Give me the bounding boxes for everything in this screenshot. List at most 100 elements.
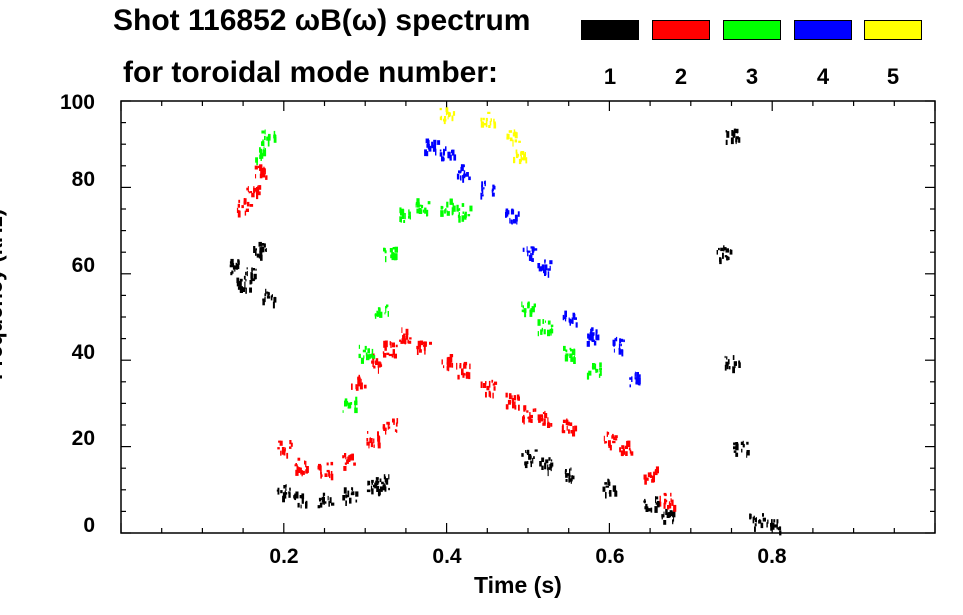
spectrum-point-n=2 — [370, 442, 373, 448]
spectrum-point-n=2 — [566, 425, 568, 431]
spectrum-point-n=4 — [631, 376, 633, 382]
spectrum-point-n=3 — [364, 345, 367, 350]
spectrum-point-n=2 — [609, 444, 612, 451]
spectrum-point-n=2 — [574, 425, 578, 432]
spectrum-point-n=4 — [453, 154, 457, 161]
spectrum-point-n=1 — [776, 522, 778, 530]
spectrum-point-n=2 — [653, 472, 655, 476]
spectrum-point-n=3 — [550, 332, 552, 336]
spectrum-point-n=3 — [446, 201, 449, 208]
spectrum-point-n=2 — [489, 392, 492, 398]
spectrum-point-n=2 — [449, 362, 452, 368]
spectrum-point-n=2 — [330, 461, 334, 466]
spectrum-point-n=3 — [524, 311, 527, 318]
spectrum-point-n=3 — [456, 208, 459, 212]
spectrum-point-n=3 — [527, 301, 530, 307]
spectrum-point-n=4 — [428, 145, 432, 152]
spectrum-point-n=4 — [529, 255, 531, 260]
spectrum-point-n=1 — [672, 519, 674, 523]
spectrum-point-n=1 — [243, 275, 246, 280]
spectrum-point-n=4 — [484, 181, 485, 185]
spectrum-point-n=1 — [534, 449, 538, 452]
spectrum-point-n=2 — [296, 466, 299, 473]
spectrum-point-n=1 — [731, 130, 734, 136]
spectrum-point-n=2 — [363, 384, 367, 389]
spectrum-point-n=1 — [738, 362, 741, 368]
spectrum-point-n=3 — [422, 209, 425, 213]
spectrum-point-n=1 — [755, 517, 757, 523]
y-tick-label: 40 — [71, 341, 95, 364]
spectrum-point-n=2 — [485, 391, 487, 398]
spectrum-point-n=4 — [618, 343, 621, 350]
spectrum-point-n=2 — [446, 362, 448, 365]
spectrum-point-n=1 — [274, 296, 276, 301]
spectrum-point-n=3 — [574, 349, 576, 356]
spectrum-point-n=1 — [663, 520, 667, 525]
spectrum-point-n=3 — [537, 319, 541, 326]
spectrum-point-n=2 — [359, 382, 363, 390]
spectrum-point-n=3 — [564, 354, 569, 362]
spectrum-point-n=2 — [382, 424, 386, 429]
spectrum-point-n=2 — [550, 423, 553, 427]
spectrum-point-n=3 — [469, 205, 473, 212]
spectrum-point-n=2 — [388, 353, 393, 357]
spectrum-point-n=5 — [488, 125, 491, 128]
spectrum-point-n=3 — [363, 355, 365, 359]
spectrum-point-n=1 — [251, 278, 255, 282]
spectrum-point-n=2 — [344, 453, 347, 458]
spectrum-point-n=1 — [735, 443, 739, 451]
spectrum-point-n=4 — [510, 219, 512, 224]
spectrum-point-n=4 — [426, 151, 429, 157]
spectrum-point-n=2 — [668, 501, 671, 508]
spectrum-point-n=2 — [604, 441, 606, 444]
spectrum-point-n=3 — [369, 353, 373, 358]
spectrum-point-n=1 — [719, 258, 722, 265]
spectrum-point-n=2 — [518, 404, 520, 411]
spectrum-point-n=1 — [245, 287, 247, 294]
spectrum-point-n=1 — [770, 522, 773, 527]
spectrum-point-n=2 — [295, 469, 299, 476]
spectrum-point-n=3 — [571, 349, 575, 355]
legend-mode-2: 2 — [674, 64, 688, 89]
spectrum-point-n=4 — [547, 271, 550, 278]
spectrum-point-n=1 — [246, 271, 248, 277]
spectrum-point-n=2 — [256, 193, 259, 200]
spectrum-point-n=2 — [408, 340, 412, 344]
spectrum-point-n=4 — [635, 378, 639, 385]
x-axis-label: Time (s) — [474, 572, 562, 598]
spectrum-point-n=4 — [509, 217, 511, 224]
spectrum-point-n=4 — [463, 170, 466, 177]
spectrum-point-n=3 — [588, 370, 592, 376]
spectrum-point-n=3 — [354, 404, 356, 410]
spectrum-point-n=2 — [407, 339, 409, 344]
spectrum-point-n=1 — [532, 457, 534, 464]
spectrum-point-n=2 — [612, 440, 616, 444]
spectrum-point-n=2 — [465, 371, 469, 378]
spectrum-point-n=2 — [485, 381, 487, 385]
legend-swatch-3 — [723, 20, 781, 40]
spectrum-point-n=3 — [547, 320, 551, 325]
spectrum-point-n=2 — [463, 363, 467, 369]
spectrum-point-n=3 — [400, 208, 404, 216]
spectrum-point-n=2 — [357, 377, 361, 384]
spectrum-point-n=2 — [569, 422, 573, 426]
spectrum-point-n=5 — [493, 121, 496, 125]
spectrum-point-n=3 — [371, 348, 374, 355]
spectrum-point-n=2 — [644, 478, 647, 485]
spectrum-point-n=5 — [521, 151, 525, 155]
spectrum-point-n=1 — [251, 272, 253, 280]
spectrum-point-n=2 — [391, 353, 394, 358]
spectrum-point-n=4 — [445, 146, 447, 152]
spectrum-point-n=4 — [619, 338, 622, 344]
spectrum-point-n=1 — [378, 488, 381, 494]
spectrum-point-n=4 — [522, 247, 525, 252]
spectrum-point-n=2 — [372, 360, 374, 366]
spectrum-point-n=1 — [323, 501, 327, 504]
spectrum-point-n=5 — [485, 121, 488, 128]
spectrum-point-n=4 — [432, 144, 437, 152]
spectrum-point-n=1 — [762, 513, 764, 517]
spectrum-point-n=2 — [251, 192, 255, 198]
spectrum-point-n=4 — [534, 248, 538, 251]
spectrum-point-n=1 — [735, 452, 739, 457]
legend-swatch-1 — [581, 20, 639, 40]
